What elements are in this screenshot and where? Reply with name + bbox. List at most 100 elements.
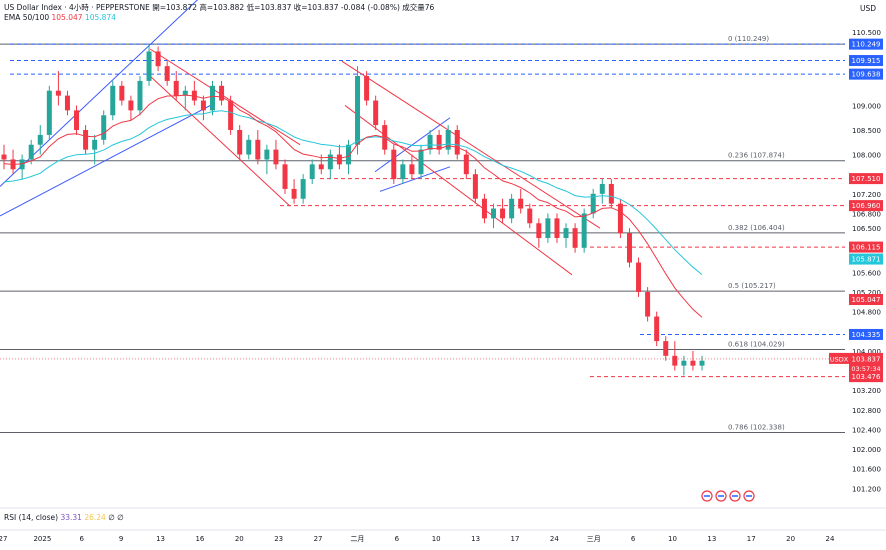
candle-body [409, 164, 415, 175]
symbol-title: US Dollar Index · 4小時 · PEPPERSTONE [4, 3, 150, 12]
y-tick-label: 104.000 [852, 348, 881, 356]
y-tick-label: 106.800 [852, 210, 881, 218]
candle-body [209, 85, 215, 111]
candle-body [445, 130, 451, 150]
blue-channel-line [0, 102, 216, 217]
candle-body [200, 100, 206, 111]
candle-body [327, 154, 333, 170]
ema100-line [3, 110, 703, 275]
chart-title: US Dollar Index · 4小時 · PEPPERSTONE 開=10… [4, 2, 434, 13]
candle-body [28, 144, 34, 160]
x-tick-label: 27 [314, 535, 323, 543]
y-tick-label: 101.600 [852, 466, 881, 474]
x-tick-label: 10 [668, 535, 677, 543]
price-tag-label: 109.915 [852, 57, 881, 65]
price-tag-label: 103.837 [852, 355, 881, 363]
fib-level-label: 0.5 (105.217) [728, 282, 776, 290]
blue-channel-line [374, 117, 451, 173]
x-tick-label: 23 [274, 535, 283, 543]
candle-body [92, 139, 98, 150]
candle-body [554, 218, 560, 238]
x-tick-label: 13 [707, 535, 716, 543]
symbol-tag: USDX [830, 355, 849, 363]
candle-body [608, 184, 614, 204]
y-tick-label: 110.500 [852, 29, 881, 37]
x-tick-label: 24 [826, 535, 835, 543]
price-tag-bg [849, 253, 883, 265]
price-tag-label: 104.335 [852, 331, 881, 339]
x-tick-label: 6 [631, 535, 636, 543]
countdown-label: 03:57:34 [851, 365, 880, 373]
candle-body [500, 208, 506, 219]
x-tick-label: 24 [550, 535, 559, 543]
x-tick-label: 17 [510, 535, 519, 543]
price-axis-bg [845, 0, 886, 548]
fib-level-label: 0.382 (106.404) [728, 224, 785, 232]
candle-body [155, 51, 161, 67]
candle-body [509, 198, 515, 219]
price-tag-bg [849, 68, 883, 80]
y-tick-label: 108.500 [852, 127, 881, 135]
ema50-value: 105.047 [51, 13, 83, 22]
candle-body [110, 85, 116, 116]
price-tag-label: 106.960 [852, 202, 881, 210]
candle-body [472, 174, 478, 199]
y-tick-label: 109.000 [852, 102, 881, 110]
y-tick-label: 102.800 [852, 407, 881, 415]
currency-label: USD [859, 4, 876, 13]
candle-body [672, 355, 678, 366]
price-tag-bg [849, 352, 883, 374]
y-tick-label: 102.000 [852, 446, 881, 454]
candle-body [626, 233, 632, 263]
candle-body [173, 80, 179, 96]
candle-body [273, 149, 279, 165]
candle-body [164, 66, 170, 81]
fib-level-label: 0 (110.249) [728, 35, 769, 43]
price-tag-bg [849, 173, 883, 185]
candle-body [572, 228, 578, 248]
fib-level-label: 0.786 (102.338) [728, 423, 785, 431]
candle-body [518, 198, 524, 209]
x-tick-label: 13 [471, 535, 480, 543]
y-tick-label: 107.200 [852, 191, 881, 199]
candle-body [391, 149, 397, 180]
red-channel-line [149, 48, 301, 146]
candle-body [309, 164, 315, 180]
candle-body [599, 184, 605, 194]
candle-body [427, 134, 433, 150]
symbol-tag-bg [829, 352, 849, 364]
x-tick-label: 20 [786, 535, 795, 543]
candle-body [19, 159, 25, 170]
candle-body [545, 218, 551, 238]
x-tick-label: 二月 [350, 535, 364, 543]
candle-body [83, 130, 89, 150]
candle-body [336, 154, 342, 165]
candle-body [46, 90, 52, 135]
ema50-line [3, 94, 703, 318]
price-tag-label: 107.510 [852, 175, 881, 183]
x-tick-label: 9 [119, 535, 123, 543]
candle-body [491, 208, 497, 219]
candle-body [1, 154, 7, 160]
x-tick-label: 2025 [33, 535, 51, 543]
x-tick-label: 三月 [587, 535, 601, 543]
ema-legend: EMA 50/100 105.047 105.874 [4, 13, 116, 22]
candle-body [300, 179, 306, 199]
y-tick-label: 108.000 [852, 152, 881, 160]
candle-body [228, 100, 234, 130]
candle-body [37, 134, 43, 145]
candle-body [237, 130, 243, 155]
candle-body [137, 80, 143, 111]
candle-body [463, 154, 469, 175]
candle-body [663, 341, 669, 356]
ema100-value: 105.874 [84, 13, 116, 22]
candle-body [74, 110, 80, 130]
candle-body [699, 360, 705, 366]
ohlc-readout: 開=103.872 高=103.882 低=103.837 收=103.837 … [152, 3, 435, 12]
rsi-ma-value: 26.24 [84, 513, 106, 522]
price-tag-label: 110.249 [852, 41, 881, 49]
y-tick-label: 102.400 [852, 426, 881, 434]
candle-body [536, 223, 542, 238]
